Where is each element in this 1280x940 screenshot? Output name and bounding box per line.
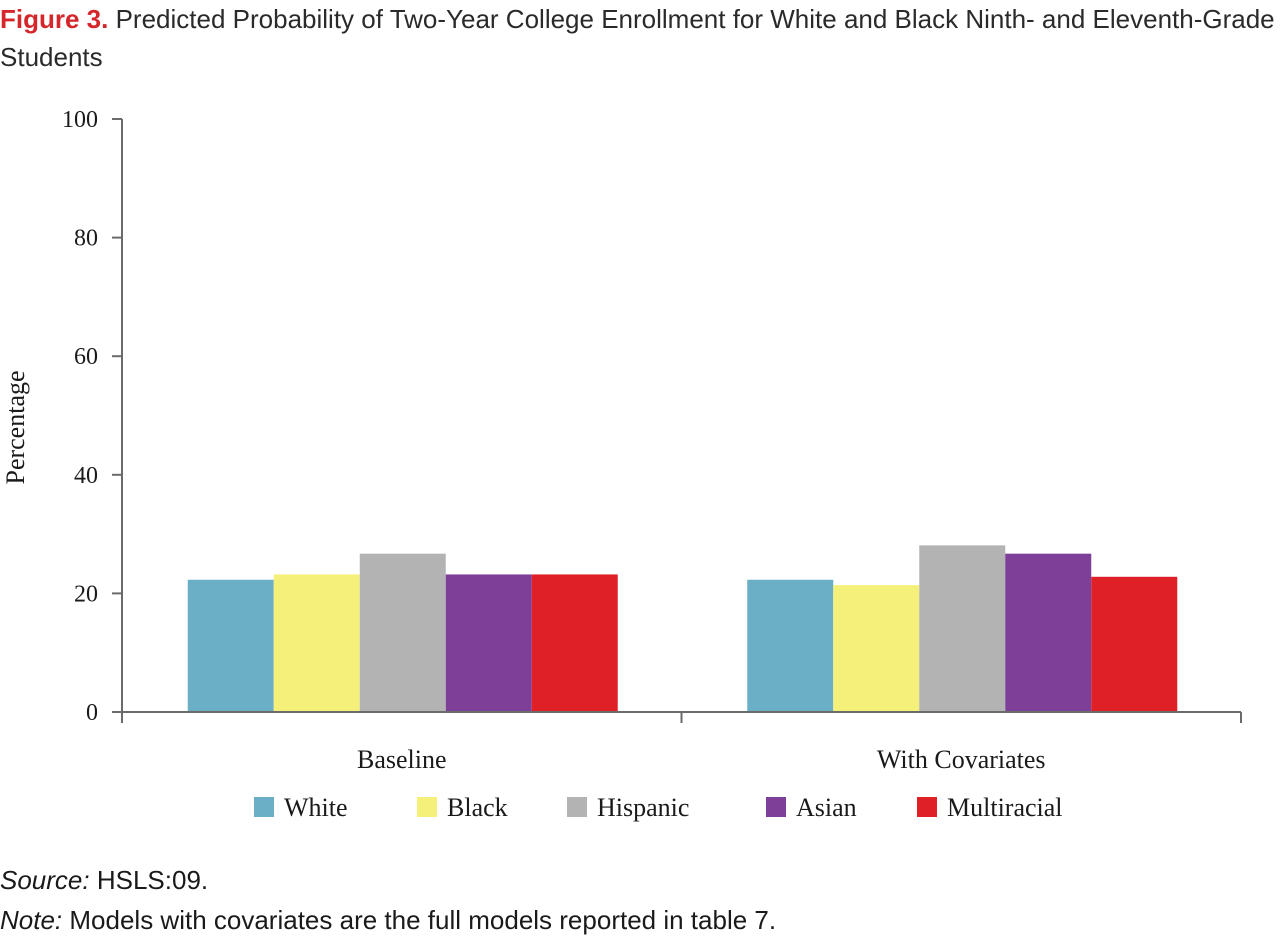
bar-white-with-covariates [747,579,834,712]
legend-swatch-hispanic [567,797,587,817]
y-tick-label: 0 [86,700,98,726]
figure-title-text: Predicted Probability of Two-Year Colleg… [0,4,1275,72]
figure-title: Figure 3. Predicted Probability of Two-Y… [0,0,1280,76]
bar-chart: Baseline With Covariates 0 20 40 60 80 100 Perce… [1,107,1242,822]
legend-label-asian: Asian [796,793,857,822]
bar-hispanic-baseline [359,553,446,712]
source-line: Source: HSLS:09. [0,860,776,900]
bar-white-baseline [187,579,274,712]
bar-black-with-covariates [833,585,920,712]
legend-label-black: Black [447,793,508,822]
legend-label-multiracial: Multiracial [947,793,1063,822]
figure-notes: Source: HSLS:09. Note: Models with covar… [0,860,776,940]
bar-hispanic-with-covariates [919,545,1006,712]
y-tick-label: 40 [74,463,98,489]
y-tick-label: 100 [62,107,98,133]
bar-black-baseline [273,574,360,712]
note-line: Note: Models with covariates are the ful… [0,900,776,940]
figure-label: Figure 3. [0,4,109,34]
bar-multiracial-with-covariates [1091,576,1178,712]
bar-asian-baseline [445,574,532,712]
legend-label-hispanic: Hispanic [597,793,689,822]
legend-swatch-black [417,797,437,817]
legend-swatch-asian [766,797,786,817]
source-text: HSLS:09. [96,865,209,895]
x-tick-label: Baseline [357,745,447,774]
y-axis-label: Percentage [1,370,30,484]
legend-swatch-white [254,797,274,817]
y-tick-label: 80 [74,226,98,252]
note-text: Models with covariates are the full mode… [69,905,777,935]
legend: White Black Hispanic Asian Multiracial [254,793,1063,822]
y-tick-label: 20 [74,581,98,607]
legend-label-white: White [284,793,348,822]
axes-layer: Baseline With Covariates 0 20 40 60 80 100 Perce… [1,107,1242,774]
legend-swatch-multiracial [917,797,937,817]
bars-layer [187,545,1178,712]
bar-multiracial-baseline [531,574,618,712]
note-label: Note: [0,905,63,935]
x-tick-label: With Covariates [877,745,1046,774]
y-tick-label: 60 [74,344,98,370]
source-label: Source: [0,865,90,895]
bar-asian-with-covariates [1005,553,1092,712]
